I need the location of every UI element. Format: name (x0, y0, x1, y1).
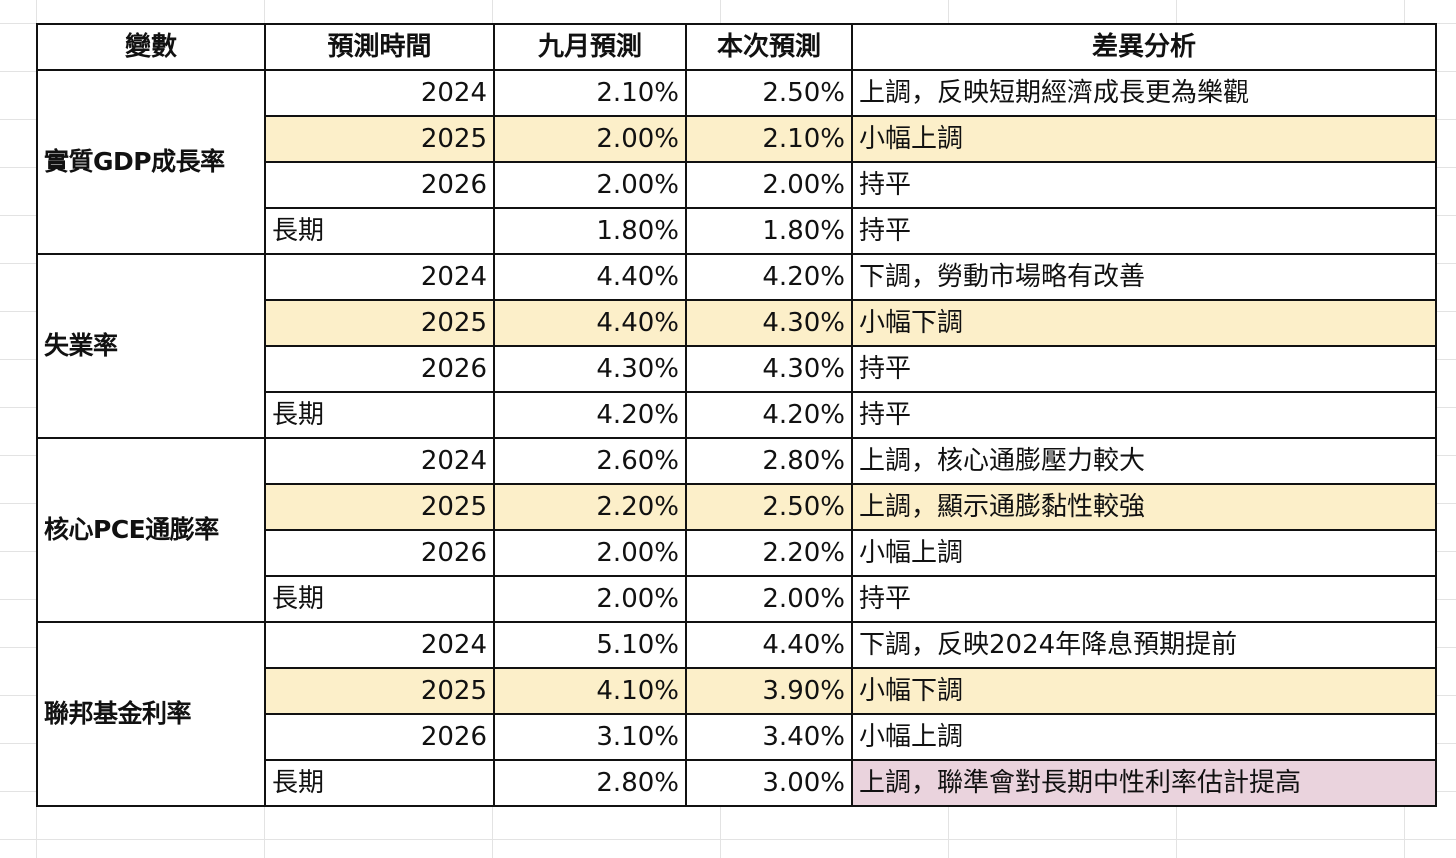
cell-current-forecast[interactable]: 2.00% (685, 161, 853, 209)
cell-current-forecast[interactable]: 3.00% (685, 759, 853, 807)
cell-period[interactable]: 長期 (264, 207, 495, 255)
forecast-table: 變數 預測時間 九月預測 本次預測 差異分析 實質GDP成長率 2024 2.10%… (36, 23, 1437, 807)
table-row: 2025 4.40% 4.30% 小幅下調 (37, 299, 1437, 347)
cell-current-forecast[interactable]: 4.30% (685, 345, 853, 393)
cell-analysis[interactable]: 小幅下調 (851, 299, 1437, 347)
table-row: 2026 2.00% 2.20% 小幅上調 (37, 529, 1437, 577)
cell-analysis[interactable]: 小幅上調 (851, 115, 1437, 163)
cell-september-forecast[interactable]: 4.40% (493, 299, 687, 347)
cell-period[interactable]: 2025 (264, 667, 495, 715)
cell-current-forecast[interactable]: 2.80% (685, 437, 853, 485)
cell-analysis[interactable]: 上調，顯示通膨黏性較強 (851, 483, 1437, 531)
cell-september-forecast[interactable]: 2.10% (493, 69, 687, 117)
cell-analysis[interactable]: 上調，反映短期經濟成長更為樂觀 (851, 69, 1437, 117)
cell-variable[interactable]: 核心PCE通膨率 (36, 437, 266, 623)
header-current-forecast[interactable]: 本次預測 (685, 23, 853, 71)
cell-analysis[interactable]: 持平 (851, 391, 1437, 439)
cell-analysis[interactable]: 持平 (851, 575, 1437, 623)
cell-period[interactable]: 2025 (264, 299, 495, 347)
cell-analysis[interactable]: 下調，反映2024年降息預期提前 (851, 621, 1437, 669)
cell-september-forecast[interactable]: 2.00% (493, 575, 687, 623)
table-row: 長期 4.20% 4.20% 持平 (37, 391, 1437, 439)
table-row: 核心PCE通膨率 2024 2.60% 2.80% 上調，核心通膨壓力較大 (36, 437, 1437, 623)
cell-period[interactable]: 2024 (264, 253, 495, 301)
header-row: 變數 預測時間 九月預測 本次預測 差異分析 (36, 23, 1437, 71)
cell-analysis[interactable]: 小幅上調 (851, 713, 1437, 761)
cell-september-forecast[interactable]: 4.20% (493, 391, 687, 439)
table-row: 2026 4.30% 4.30% 持平 (37, 345, 1437, 393)
cell-period[interactable]: 長期 (264, 759, 495, 807)
cell-analysis[interactable]: 下調，勞動市場略有改善 (851, 253, 1437, 301)
cell-current-forecast[interactable]: 4.30% (685, 299, 853, 347)
cell-period[interactable]: 2025 (264, 115, 495, 163)
cell-september-forecast[interactable]: 2.00% (493, 529, 687, 577)
cell-analysis[interactable]: 持平 (851, 207, 1437, 255)
cell-analysis[interactable]: 上調，聯準會對長期中性利率估計提高 (851, 759, 1437, 807)
cell-september-forecast[interactable]: 2.80% (493, 759, 687, 807)
cell-analysis[interactable]: 持平 (851, 345, 1437, 393)
cell-current-forecast[interactable]: 2.50% (685, 483, 853, 531)
cell-period[interactable]: 長期 (264, 391, 495, 439)
header-difference-analysis[interactable]: 差異分析 (851, 23, 1437, 71)
cell-september-forecast[interactable]: 4.10% (493, 667, 687, 715)
table-row: 2025 2.20% 2.50% 上調，顯示通膨黏性較強 (37, 483, 1437, 531)
cell-current-forecast[interactable]: 3.90% (685, 667, 853, 715)
cell-current-forecast[interactable]: 2.10% (685, 115, 853, 163)
cell-september-forecast[interactable]: 2.60% (493, 437, 687, 485)
cell-september-forecast[interactable]: 2.00% (493, 161, 687, 209)
cell-september-forecast[interactable]: 2.20% (493, 483, 687, 531)
cell-period[interactable]: 2026 (264, 713, 495, 761)
cell-variable[interactable]: 聯邦基金利率 (36, 621, 266, 807)
cell-september-forecast[interactable]: 1.80% (493, 207, 687, 255)
table-row: 失業率 2024 4.40% 4.20% 下調，勞動市場略有改善 (36, 253, 1437, 439)
cell-current-forecast[interactable]: 1.80% (685, 207, 853, 255)
cell-september-forecast[interactable]: 3.10% (493, 713, 687, 761)
cell-period[interactable]: 2026 (264, 161, 495, 209)
header-september-forecast[interactable]: 九月預測 (493, 23, 687, 71)
cell-current-forecast[interactable]: 2.00% (685, 575, 853, 623)
table-row: 長期 1.80% 1.80% 持平 (37, 207, 1437, 255)
table-row: 2025 2.00% 2.10% 小幅上調 (37, 115, 1437, 163)
header-variable[interactable]: 變數 (36, 23, 266, 71)
table-row: 2025 4.10% 3.90% 小幅下調 (37, 667, 1437, 715)
table-body: 實質GDP成長率 2024 2.10% 2.50% 上調，反映短期經濟成長更為樂觀 202… (36, 69, 1437, 807)
cell-analysis[interactable]: 上調，核心通膨壓力較大 (851, 437, 1437, 485)
table-row: 長期 2.80% 3.00% 上調，聯準會對長期中性利率估計提高 (37, 759, 1437, 807)
cell-period[interactable]: 2026 (264, 345, 495, 393)
table-row: 實質GDP成長率 2024 2.10% 2.50% 上調，反映短期經濟成長更為樂觀 (36, 69, 1437, 255)
cell-variable[interactable]: 失業率 (36, 253, 266, 439)
table-row: 聯邦基金利率 2024 5.10% 4.40% 下調，反映2024年降息預期提前 (36, 621, 1437, 807)
cell-analysis[interactable]: 持平 (851, 161, 1437, 209)
cell-current-forecast[interactable]: 4.40% (685, 621, 853, 669)
cell-september-forecast[interactable]: 4.30% (493, 345, 687, 393)
cell-current-forecast[interactable]: 2.20% (685, 529, 853, 577)
cell-september-forecast[interactable]: 5.10% (493, 621, 687, 669)
cell-period[interactable]: 長期 (264, 575, 495, 623)
cell-current-forecast[interactable]: 2.50% (685, 69, 853, 117)
table-row: 長期 2.00% 2.00% 持平 (37, 575, 1437, 623)
cell-period[interactable]: 2024 (264, 69, 495, 117)
cell-analysis[interactable]: 小幅上調 (851, 529, 1437, 577)
table-row: 2026 2.00% 2.00% 持平 (37, 161, 1437, 209)
cell-september-forecast[interactable]: 4.40% (493, 253, 687, 301)
cell-analysis[interactable]: 小幅下調 (851, 667, 1437, 715)
cell-period[interactable]: 2026 (264, 529, 495, 577)
cell-current-forecast[interactable]: 4.20% (685, 253, 853, 301)
cell-variable[interactable]: 實質GDP成長率 (36, 69, 266, 255)
cell-september-forecast[interactable]: 2.00% (493, 115, 687, 163)
cell-period[interactable]: 2024 (264, 621, 495, 669)
table-row: 2026 3.10% 3.40% 小幅上調 (37, 713, 1437, 761)
cell-current-forecast[interactable]: 3.40% (685, 713, 853, 761)
cell-current-forecast[interactable]: 4.20% (685, 391, 853, 439)
header-period[interactable]: 預測時間 (264, 23, 495, 71)
cell-period[interactable]: 2025 (264, 483, 495, 531)
cell-period[interactable]: 2024 (264, 437, 495, 485)
